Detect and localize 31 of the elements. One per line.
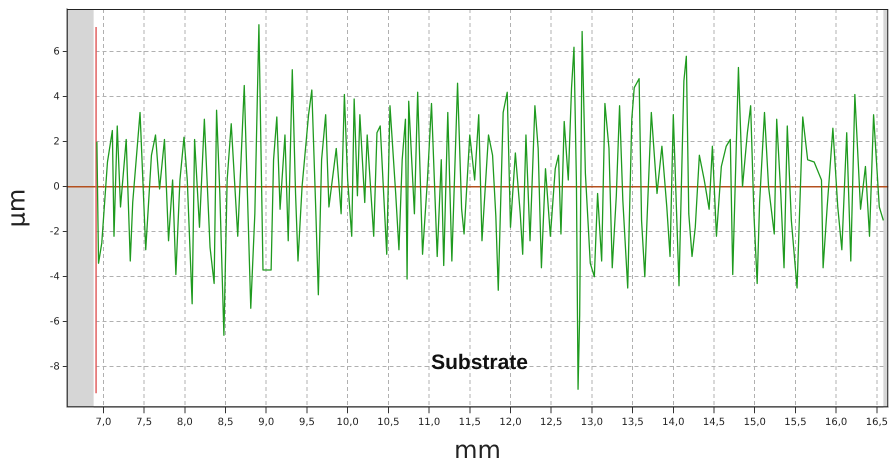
x-tick-label: 15,5 [784, 416, 807, 428]
x-tick-label: 11,0 [418, 416, 440, 428]
x-tick-label: 9,0 [258, 416, 274, 428]
x-axis-title: mm [454, 436, 501, 464]
y-tick-label: -8 [50, 361, 60, 372]
x-tick-label: 13,0 [580, 416, 604, 428]
x-tick-label: 12,5 [540, 416, 562, 428]
x-tick-label: 10,5 [377, 416, 400, 428]
y-tick-label: 0 [53, 181, 60, 192]
y-tick-label: -4 [50, 271, 60, 282]
x-tick-label: 11,5 [458, 416, 481, 428]
x-tick-label: 14,5 [702, 416, 726, 428]
x-tick-label: 14,0 [662, 416, 684, 428]
y-tick-label: 2 [53, 136, 60, 148]
y-tick-label: -6 [50, 316, 60, 328]
x-tick-label: 9,5 [298, 416, 315, 428]
x-tick-label: 12,0 [499, 416, 522, 428]
x-tick-label: 15,0 [744, 416, 766, 428]
x-tick-label: 10,0 [336, 416, 359, 428]
y-axis-title: µm [2, 188, 31, 228]
y-tick-label: -2 [50, 226, 60, 238]
x-tick-label: 16,5 [866, 416, 888, 428]
annotation: Substrate [431, 350, 528, 374]
x-tick-label: 7,5 [136, 416, 152, 428]
x-tick-label: 16,0 [825, 416, 848, 428]
x-tick-label: 8,0 [176, 416, 193, 428]
x-tick-label: 8,5 [218, 416, 234, 428]
y-tick-label: 4 [53, 91, 60, 102]
x-tick-label: 13,5 [621, 416, 644, 428]
y-tick-label: 6 [53, 46, 60, 58]
x-tick-label: 7,0 [95, 416, 112, 428]
